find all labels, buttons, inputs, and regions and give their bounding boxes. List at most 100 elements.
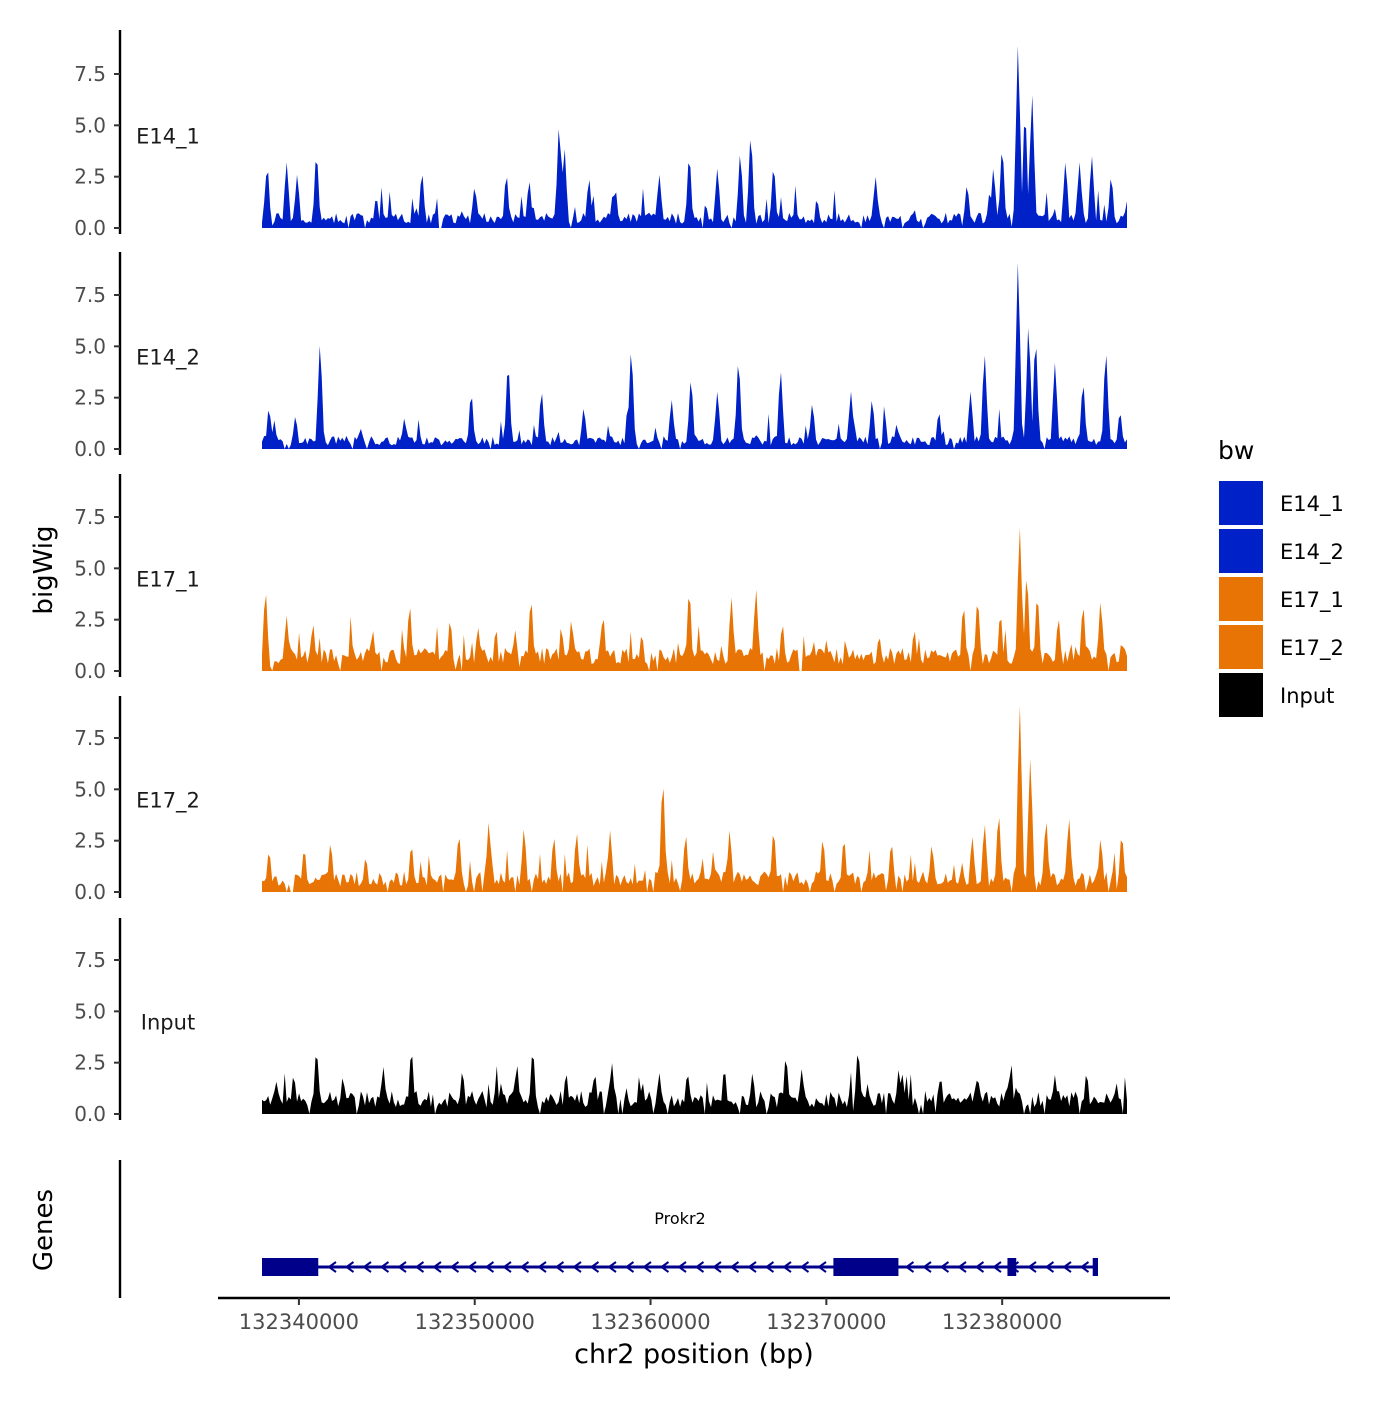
strand-chevron [659,1261,670,1273]
strand-chevron [467,1261,477,1273]
y-tick-label: 0.0 [74,659,106,683]
track-label: E14_2 [136,345,200,370]
genes-axis-label: Genes [29,1189,59,1271]
x-tick-label: 132340000 [239,1310,359,1334]
gene-label: Prokr2 [654,1209,705,1228]
signal-area-E17_1 [262,527,1127,671]
track-label: Input [141,1010,195,1034]
strand-chevron [1079,1261,1090,1273]
track-label: E17_2 [136,788,200,813]
strand-chevron [782,1261,792,1273]
y-tick-label: 7.5 [74,948,106,972]
legend-swatch [1217,575,1265,623]
signal-area-Input [262,1055,1127,1114]
track-E17_2: 0.0 2.5 5.0 7.5 E17_2 [74,696,1127,904]
y-tick-label: 2.5 [74,165,106,189]
strand-chevron [729,1261,740,1273]
x-tick-label: 132360000 [590,1310,710,1334]
y-axis-label: bigWig [29,525,59,614]
gene-exon [1092,1258,1098,1276]
legend-label: E17_2 [1280,636,1344,661]
legend-title: bw [1218,436,1254,465]
legend-label: Input [1280,684,1334,708]
y-tick-label: 7.5 [74,62,106,86]
strand-chevron [519,1261,530,1273]
y-tick-label: 0.0 [74,216,106,240]
y-tick-label: 5.0 [74,556,106,580]
x-tick-label: 132370000 [766,1310,886,1334]
strand-chevron [694,1261,705,1273]
strand-chevron [904,1261,915,1273]
y-tick-label: 2.5 [74,386,106,410]
strand-chevron [747,1261,757,1273]
strand-chevron [799,1261,810,1273]
legend-swatch [1217,671,1265,719]
y-tick-label: 2.5 [74,608,106,632]
y-tick-label: 5.0 [74,334,106,358]
y-tick-label: 5.0 [74,113,106,137]
strand-chevron [677,1261,687,1273]
y-tick-label: 7.5 [74,505,106,529]
strand-chevron [992,1261,1002,1273]
strand-chevron [362,1261,372,1273]
legend-item-E17_1: E17_1 [1217,575,1344,623]
y-tick-label: 0.0 [74,437,106,461]
x-ticks: 132340000 132350000 132360000 132370000 1323… [239,1298,1062,1334]
track-E14_2: 0.0 2.5 5.0 7.5 E14_2 [74,252,1127,461]
legend-items: E14_1 E14_2 E17_1 E17_2 Input [1217,479,1344,719]
legend-item-E17_2: E17_2 [1217,623,1344,671]
strand-chevron [764,1261,775,1273]
y-tick-label: 7.5 [74,726,106,750]
gene-exon [833,1258,899,1276]
y-tick-label: 7.5 [74,283,106,307]
track-E17_1: 0.0 2.5 5.0 7.5 E17_1 [74,474,1127,683]
strand-chevron [939,1261,950,1273]
y-tick-label: 0.0 [74,1102,106,1126]
strand-chevron [414,1261,425,1273]
y-tick-label: 5.0 [74,999,106,1023]
y-tick-label: 2.5 [74,1051,106,1075]
x-axis: 132340000 132350000 132360000 132370000 1323… [218,1296,1170,1370]
legend-item-E14_1: E14_1 [1217,479,1344,527]
track-label: E14_1 [136,124,200,149]
strand-chevron [642,1261,652,1273]
signal-area-E14_1 [262,45,1127,228]
strand-chevron [712,1261,722,1273]
strand-chevron [607,1261,617,1273]
legend-item-Input: Input [1217,671,1334,719]
track-label: E17_1 [136,567,200,592]
strand-chevron [379,1261,390,1273]
strand-chevron [432,1261,442,1273]
legend-swatch [1217,479,1265,527]
x-tick-label: 132350000 [415,1310,535,1334]
y-tick-label: 0.0 [74,880,106,904]
track-Input: 0.0 2.5 5.0 7.5 Input [74,918,1127,1126]
legend: bw E14_1 E14_2 E17_1 E17_2 Input [1217,436,1344,719]
strand-chevron [1044,1261,1055,1273]
strand-chevron [502,1261,512,1273]
x-axis-label: chr2 position (bp) [574,1339,814,1370]
strand-chevron [484,1261,495,1273]
x-tick-label: 132380000 [942,1310,1062,1334]
y-tick-label: 5.0 [74,777,106,801]
strand-chevron [624,1261,635,1273]
gene-model [262,1258,1098,1276]
y-tick-label: 2.5 [74,829,106,853]
legend-swatch [1217,527,1265,575]
legend-label: E14_1 [1280,492,1344,517]
strand-chevron [572,1261,582,1273]
strand-chevron [817,1261,827,1273]
strand-chevron [1027,1261,1037,1273]
strand-chevron [537,1261,547,1273]
gene-exon [262,1258,319,1276]
track-E14_1: 0.0 2.5 5.0 7.5 E14_1 [74,30,1127,240]
legend-label: E14_2 [1280,540,1344,565]
signal-area-E14_2 [262,262,1127,449]
strand-chevron [327,1261,337,1273]
strand-chevron [449,1261,460,1273]
signal-area-E17_2 [262,705,1127,892]
strand-chevron [554,1261,565,1273]
strand-chevron [397,1261,407,1273]
